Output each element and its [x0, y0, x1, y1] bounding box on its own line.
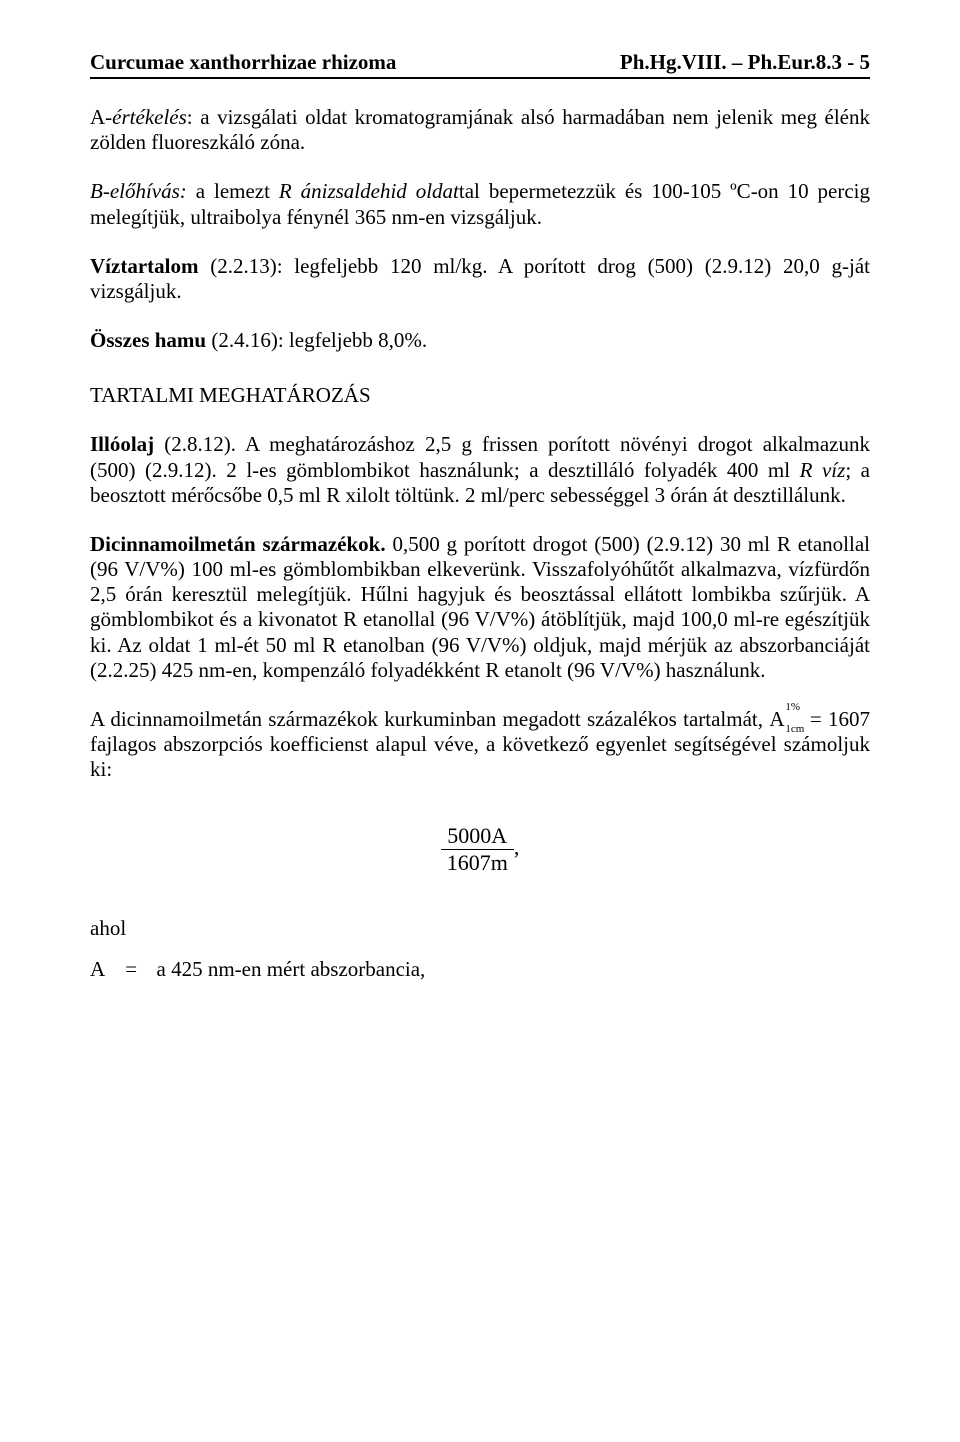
term-label: Összes hamu	[90, 328, 211, 352]
formula: 5000A 1607m ,	[90, 823, 870, 876]
term-label: Illóolaj	[90, 432, 164, 456]
definition-row: A = a 425 nm-en mért abszorbancia,	[90, 957, 870, 982]
denominator: 1607m	[441, 850, 514, 876]
text: a lemezt	[196, 179, 279, 203]
numerator: 5000A	[441, 823, 514, 850]
text: A dicinnamoilmetán származékok kurkuminb…	[90, 707, 769, 731]
text-italic: B-előhívás:	[90, 179, 196, 203]
fraction: 5000A 1607m	[441, 823, 514, 876]
superscript: 1%	[785, 701, 800, 714]
paragraph-viztartalom: Víztartalom (2.2.13): legfeljebb 120 ml/…	[90, 254, 870, 304]
paragraph-illoolaj: Illóolaj (2.8.12). A meghatározáshoz 2,5…	[90, 432, 870, 508]
header-title-right: Ph.Hg.VIII. – Ph.Eur.8.3 - 5	[620, 50, 870, 75]
paragraph-dicinnamoilmetan: Dicinnamoilmetán származékok. 0,500 g po…	[90, 532, 870, 683]
text-italic: R víz	[800, 458, 846, 482]
text: (2.8.12). A meghatározáshoz 2,5 g frisse…	[90, 432, 870, 481]
subscript: 1cm	[785, 723, 804, 736]
coefficient-symbol: A1%1cm	[769, 707, 784, 732]
header-title-left: Curcumae xanthorrhizae rhizoma	[90, 50, 396, 75]
term-label: Víztartalom	[90, 254, 210, 278]
section-heading: TARTALMI MEGHATÁROZÁS	[90, 383, 870, 408]
formula-suffix: ,	[514, 834, 520, 859]
paragraph-calc-intro: A dicinnamoilmetán származékok kurkuminb…	[90, 707, 870, 783]
where-label: ahol	[90, 916, 870, 941]
page-header: Curcumae xanthorrhizae rhizoma Ph.Hg.VII…	[90, 50, 870, 79]
text: A-	[90, 105, 112, 129]
term-label: Dicinnamoilmetán származékok.	[90, 532, 392, 556]
definition-text: a 425 nm-en mért abszorbancia,	[157, 957, 426, 981]
paragraph-a-ertekeles: A-értékelés: a vizsgálati oldat kromatog…	[90, 105, 870, 155]
text: : a vizsgálati oldat kromatogramjának al…	[90, 105, 870, 154]
text: (2.4.16): legfeljebb 8,0%.	[211, 328, 427, 352]
paragraph-b-elohivas: B-előhívás: a lemezt R ánizsaldehid olda…	[90, 179, 870, 229]
document-page: Curcumae xanthorrhizae rhizoma Ph.Hg.VII…	[0, 0, 960, 1442]
text-italic: R ánizsaldehid oldat	[279, 179, 459, 203]
paragraph-osszes-hamu: Összes hamu (2.4.16): legfeljebb 8,0%.	[90, 328, 870, 353]
text-italic: értékelés	[112, 105, 187, 129]
definition-symbol: A	[90, 957, 120, 982]
definition-equals: =	[125, 957, 151, 982]
